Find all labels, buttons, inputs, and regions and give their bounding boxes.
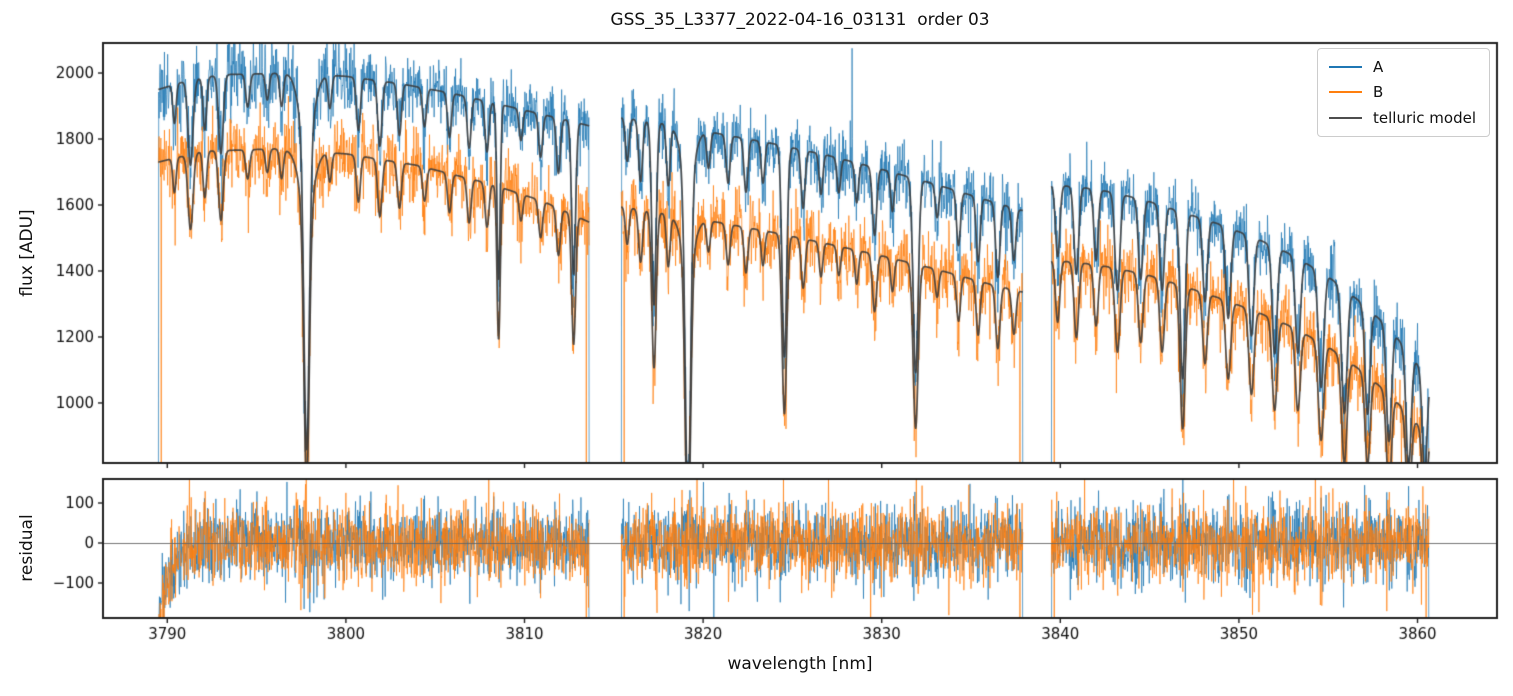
legend-label-telluric: telluric model [1373, 109, 1477, 128]
plot-title: GSS_35_L3377_2022-04-16_03131 order 03 [610, 10, 990, 30]
legend-line-a-icon [1329, 65, 1362, 68]
legend-label-a: A [1373, 57, 1384, 76]
x-axis-label: wavelength [nm] [727, 654, 873, 674]
legend-label-b: B [1373, 83, 1384, 102]
legend-entry-telluric: telluric model [1318, 109, 1489, 127]
legend-entry-b: B [1318, 83, 1489, 101]
legend-line-b-icon [1329, 91, 1362, 94]
legend-entry-a: A [1318, 58, 1489, 76]
legend: A B telluric model [1317, 48, 1490, 137]
residual-y-axis-label: residual [17, 514, 37, 582]
legend-line-telluric-icon [1329, 117, 1362, 120]
flux-y-axis-label: flux [ADU] [17, 209, 37, 297]
